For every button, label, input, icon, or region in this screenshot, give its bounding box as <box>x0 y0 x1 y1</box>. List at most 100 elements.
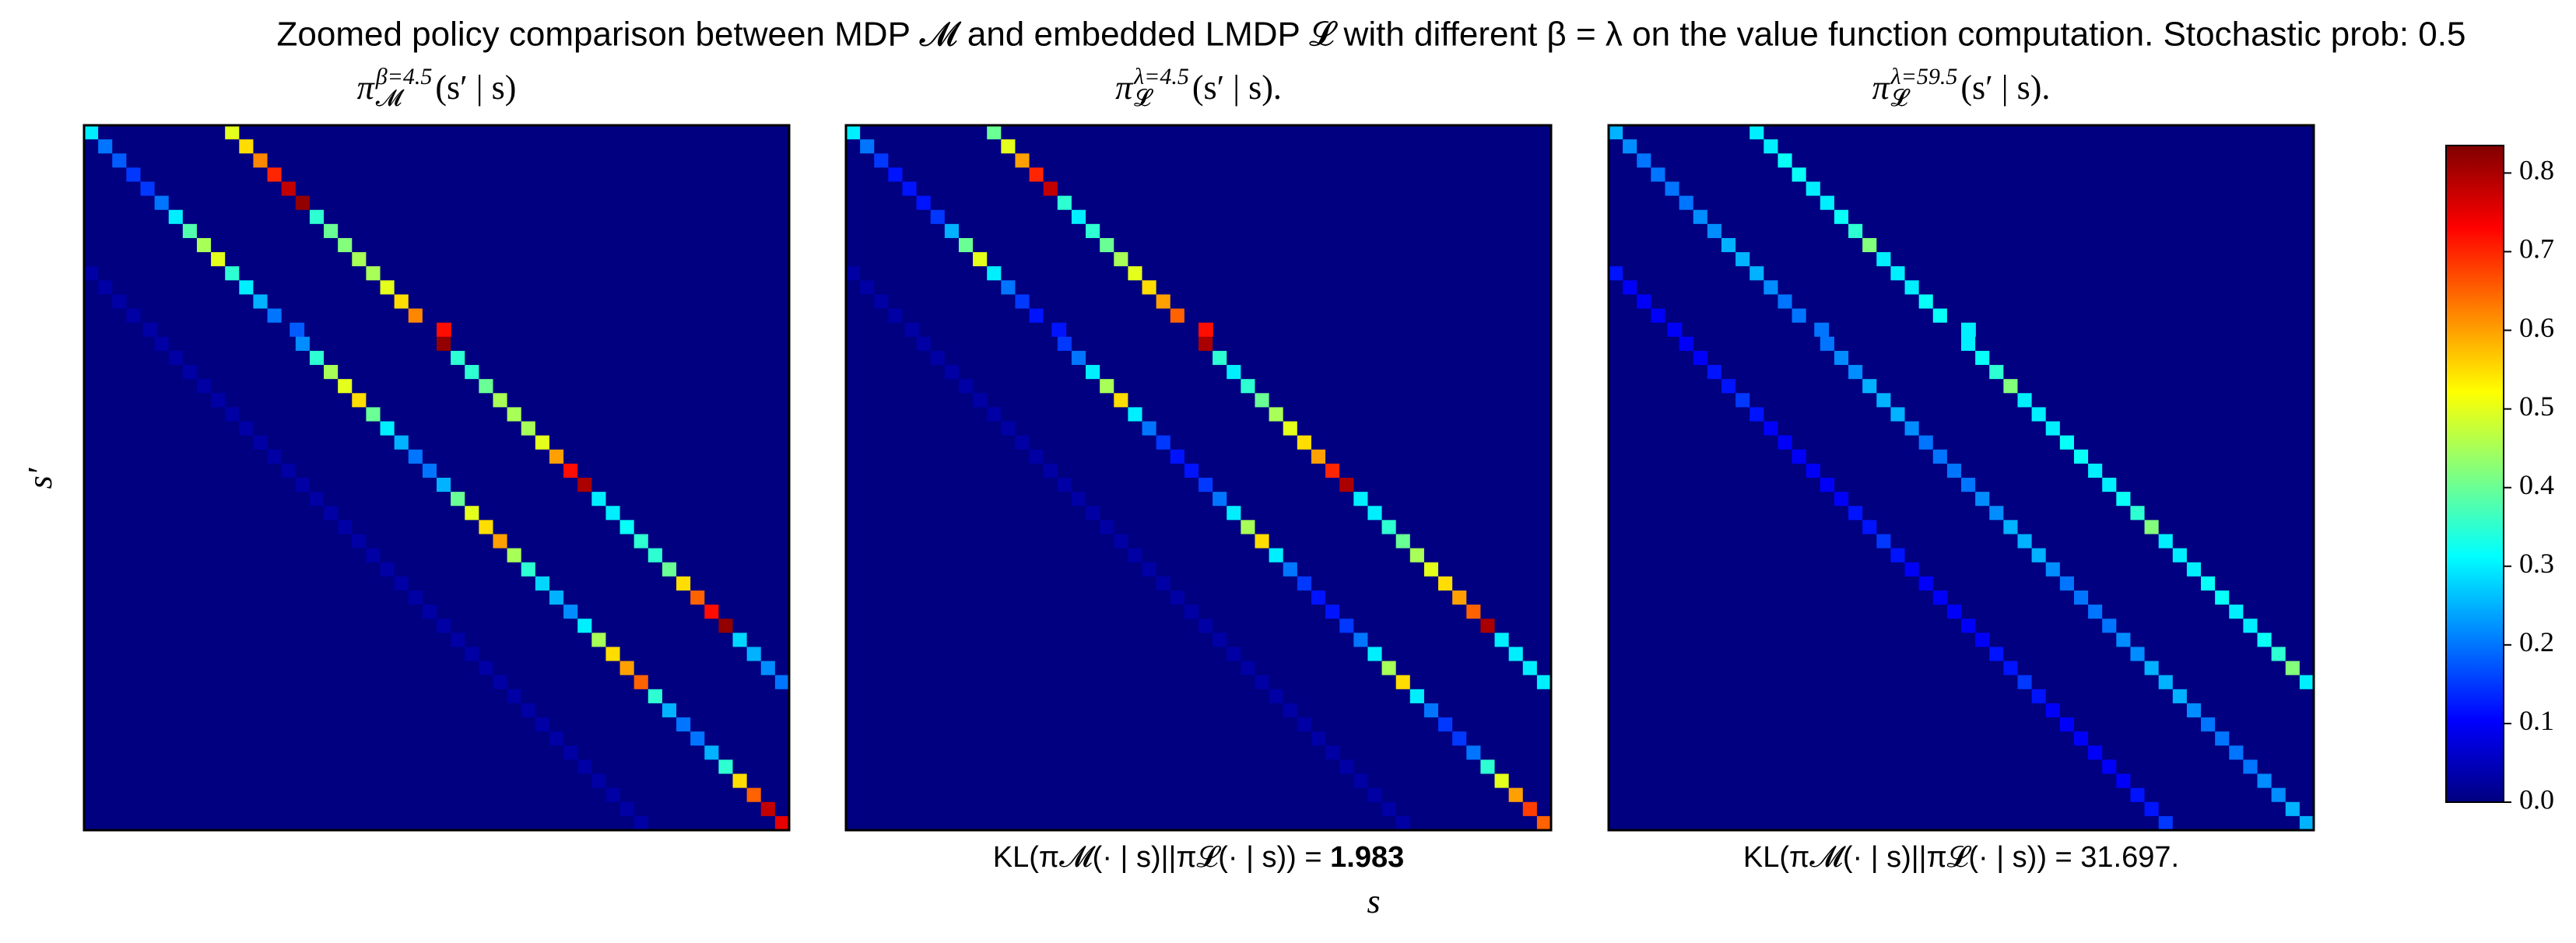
heatmap-cell <box>196 520 212 535</box>
heatmap-cell <box>211 209 226 225</box>
heatmap-cell <box>1395 647 1411 662</box>
heatmap-cell <box>916 181 932 197</box>
heatmap-cell <box>1409 350 1425 366</box>
heatmap-cell <box>662 407 677 422</box>
heatmap-cell <box>154 237 170 253</box>
heatmap-cell <box>84 773 99 789</box>
heatmap-cell <box>324 294 339 310</box>
heatmap-cell <box>874 689 889 704</box>
heatmap-cell <box>930 294 946 310</box>
heatmap-cell <box>1283 294 1298 310</box>
heatmap-cell <box>366 478 381 493</box>
heatmap-cell <box>690 745 705 760</box>
heatmap-cell <box>154 139 170 154</box>
heatmap-cell <box>860 605 875 619</box>
heatmap-cell <box>1353 280 1369 296</box>
heatmap-cell <box>140 167 156 183</box>
heatmap-cell <box>1283 280 1298 296</box>
heatmap-cell <box>140 125 156 140</box>
heatmap-cell <box>1142 237 1157 253</box>
heatmap-cell <box>98 308 113 324</box>
heatmap-cell <box>465 294 479 310</box>
heatmap-cell <box>648 209 663 225</box>
heatmap-cell <box>1423 689 1439 704</box>
heatmap-cell <box>746 223 762 239</box>
heatmap-cell <box>168 520 184 535</box>
heatmap-cell <box>1353 633 1369 648</box>
heatmap-cell <box>1283 181 1298 197</box>
heatmap-cell <box>239 153 254 168</box>
heatmap-cell <box>846 350 861 366</box>
heatmap-cell <box>591 689 607 704</box>
heatmap-cell <box>98 520 113 535</box>
heatmap-cell <box>1086 407 1100 422</box>
heatmap-cell <box>211 675 226 690</box>
heatmap-cell <box>352 647 367 662</box>
heatmap-cell <box>1071 223 1086 239</box>
heatmap-cell <box>591 633 607 648</box>
heatmap-cell <box>380 435 395 450</box>
heatmap-cell <box>154 252 170 267</box>
heatmap-cell <box>916 336 932 352</box>
heatmap-cell <box>1156 393 1171 408</box>
heatmap-cell <box>507 125 522 140</box>
heatmap-cell <box>1325 449 1340 464</box>
heatmap-cell <box>1255 139 1270 154</box>
heatmap-cell <box>1015 492 1030 507</box>
heatmap-cell <box>633 280 649 296</box>
heatmap-cell <box>1184 478 1199 493</box>
heatmap-cell <box>1057 815 1072 831</box>
heatmap-cell <box>211 223 226 239</box>
heatmap-cell <box>860 365 875 380</box>
heatmap-cell <box>1199 322 1214 338</box>
heatmap-cell <box>267 449 283 464</box>
heatmap-cell <box>1114 407 1128 422</box>
heatmap-cell <box>760 449 776 464</box>
heatmap-cell <box>267 379 283 394</box>
heatmap-cell <box>633 576 649 591</box>
heatmap-cell <box>760 280 776 296</box>
heatmap-cell <box>126 393 142 408</box>
heatmap-cell <box>1409 449 1425 464</box>
heatmap-cell <box>324 815 339 831</box>
heatmap-cell <box>1100 548 1114 563</box>
heatmap-cell <box>860 421 875 436</box>
heatmap-cell <box>1409 619 1425 633</box>
heatmap-cell <box>1184 773 1199 789</box>
heatmap-cell <box>1297 773 1312 789</box>
heatmap-cell <box>493 223 508 239</box>
heatmap-cell <box>1128 675 1143 690</box>
heatmap-cell <box>1339 773 1354 789</box>
heatmap-cell <box>1423 336 1439 352</box>
heatmap-cell <box>1199 463 1213 479</box>
heatmap-cell <box>1213 167 1227 183</box>
heatmap-cell <box>704 745 719 760</box>
heatmap-cell <box>338 195 353 211</box>
heatmap-cell <box>154 167 170 183</box>
heatmap-cell <box>916 633 932 648</box>
heatmap-cell <box>676 689 691 704</box>
heatmap-cell <box>1128 633 1143 648</box>
heatmap-cell <box>225 463 240 479</box>
heatmap-cell <box>746 421 762 436</box>
heatmap-cell <box>1029 294 1044 310</box>
heatmap-cell <box>676 181 691 197</box>
heatmap-cell <box>605 562 621 577</box>
heatmap-cell <box>1297 167 1312 183</box>
heatmap-cell <box>112 350 127 366</box>
heatmap-cell <box>1269 195 1284 211</box>
heatmap-cell <box>479 181 494 197</box>
heatmap-cell <box>1057 280 1072 296</box>
heatmap-cell <box>1438 801 1453 817</box>
heatmap-cell <box>479 252 494 267</box>
heatmap-cell <box>1001 633 1016 648</box>
heatmap-cell <box>309 703 325 718</box>
heatmap-cell <box>902 308 918 324</box>
heatmap-cell <box>1297 675 1312 690</box>
heatmap-cell <box>874 407 889 422</box>
heatmap-cell <box>662 562 677 577</box>
heatmap-cell <box>1423 365 1439 380</box>
heatmap-cell <box>408 266 423 281</box>
heatmap-cell <box>182 125 198 140</box>
heatmap-cell <box>1381 449 1397 464</box>
